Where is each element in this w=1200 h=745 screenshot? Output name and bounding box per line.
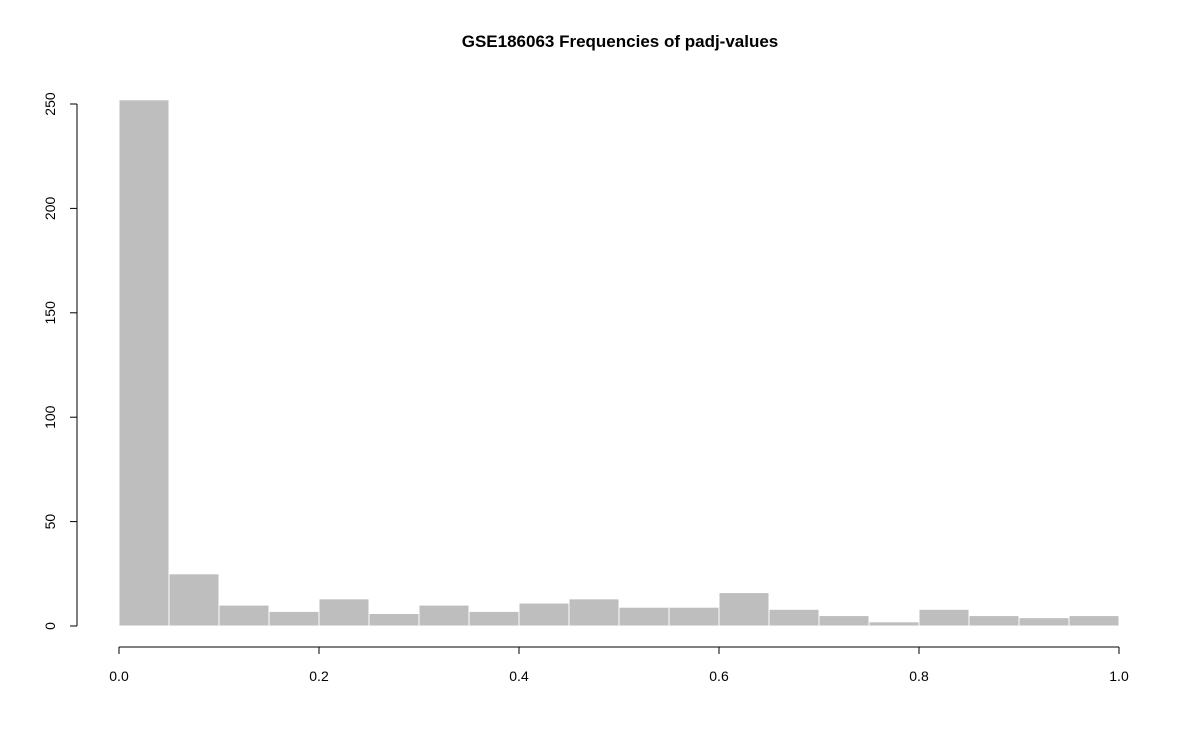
chart-title: GSE186063 Frequencies of padj-values <box>462 32 779 51</box>
x-tick-label: 0.6 <box>709 668 729 684</box>
histogram-bar <box>318 598 370 627</box>
x-axis: 0.0 0.2 0.4 0.6 0.8 1.0 <box>109 646 1129 684</box>
y-tick-label: 0 <box>42 622 58 630</box>
histogram-bar <box>968 615 1020 627</box>
histogram-bar <box>568 598 620 627</box>
x-tick-label: 1.0 <box>1109 668 1129 684</box>
histogram-bar <box>668 606 720 627</box>
histogram-bar <box>468 610 520 627</box>
histogram-bar <box>418 604 470 627</box>
y-tick-label: 100 <box>42 405 58 429</box>
histogram-bar <box>918 608 970 627</box>
histogram-bar <box>518 602 570 627</box>
histogram-bar <box>168 573 220 627</box>
y-tick-label: 250 <box>42 92 58 116</box>
x-tick-label: 0.2 <box>309 668 329 684</box>
y-axis: 0 50 100 150 200 250 <box>42 92 78 630</box>
histogram-bar <box>268 610 320 627</box>
histogram-bar <box>868 621 920 627</box>
x-tick-label: 0.4 <box>509 668 529 684</box>
histogram-bar <box>218 604 270 627</box>
histogram-bar <box>818 615 870 627</box>
histogram-bar <box>618 606 670 627</box>
bars-group <box>118 99 1120 627</box>
x-tick-label: 0.8 <box>909 668 929 684</box>
y-tick-label: 50 <box>42 514 58 530</box>
histogram-bar <box>718 592 770 627</box>
histogram-bar <box>768 608 820 627</box>
histogram-bar <box>1018 617 1070 627</box>
histogram-bar <box>1068 615 1120 627</box>
y-tick-label: 200 <box>42 197 58 221</box>
y-tick-label: 150 <box>42 301 58 325</box>
x-tick-label: 0.0 <box>109 668 129 684</box>
histogram-bar <box>368 612 420 627</box>
histogram-bar <box>118 99 170 627</box>
